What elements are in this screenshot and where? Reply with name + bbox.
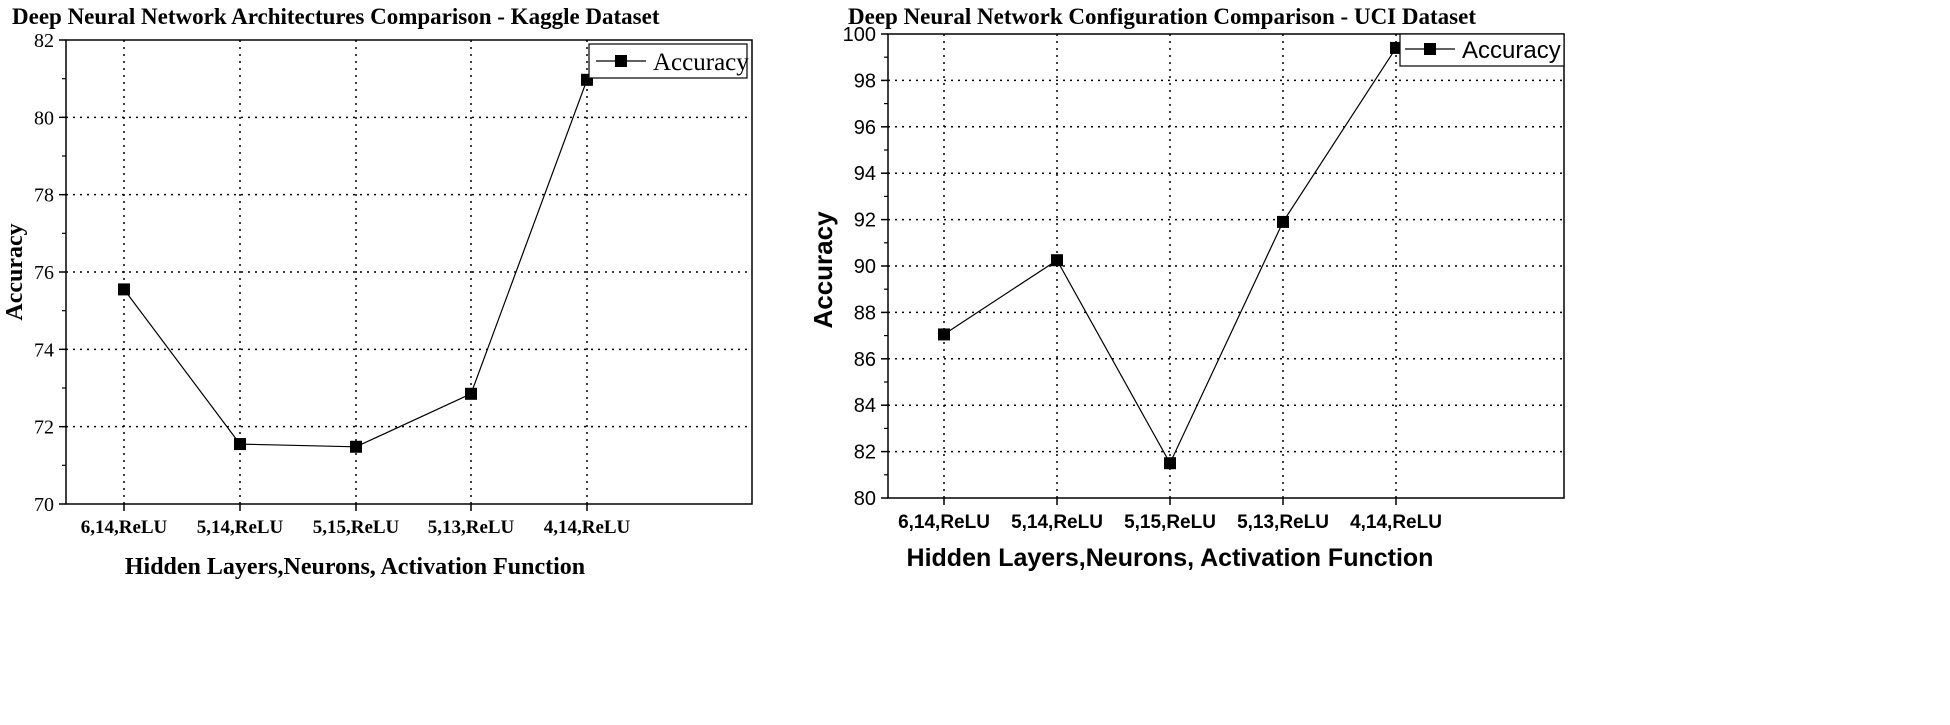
kaggle-data-point bbox=[234, 438, 246, 451]
kaggle-y-tick-label: 74 bbox=[34, 339, 54, 361]
uci-y-tick-label: 82 bbox=[854, 442, 876, 464]
kaggle-legend: Accuracy bbox=[588, 43, 749, 79]
kaggle-x-axis-label: Hidden Layers,Neurons, Activation Functi… bbox=[125, 554, 585, 580]
uci-y-tick-label: 98 bbox=[854, 70, 876, 92]
uci-axes: 80 82 84 86 88 90 92 94 96 98 100 6,14,ReLU 5,14,ReL… bbox=[843, 24, 1442, 533]
uci-markers bbox=[938, 41, 1402, 470]
kaggle-axes: 70 72 74 76 78 80 82 6,14,ReLU 5,14,ReLU 5,15,ReL… bbox=[34, 30, 631, 538]
uci-y-tick-label: 96 bbox=[854, 117, 876, 139]
uci-legend-label: Accuracy bbox=[1462, 37, 1561, 64]
kaggle-legend-label: Accuracy bbox=[653, 49, 749, 76]
uci-y-tick-label: 84 bbox=[854, 395, 876, 417]
uci-y-tick-label: 90 bbox=[854, 256, 876, 278]
uci-y-tick-label: 80 bbox=[854, 488, 876, 510]
uci-data-point bbox=[1390, 41, 1402, 54]
uci-legend-marker bbox=[1424, 43, 1436, 55]
uci-y-tick-label: 86 bbox=[854, 349, 876, 371]
uci-x-tick-label: 5,14,ReLU bbox=[1011, 512, 1103, 533]
kaggle-legend-marker bbox=[615, 55, 627, 67]
kaggle-y-tick-label: 76 bbox=[34, 262, 54, 284]
uci-y-tick-label: 100 bbox=[843, 24, 876, 46]
uci-data-point bbox=[1164, 457, 1176, 470]
uci-x-tick-label: 5,15,ReLU bbox=[1124, 512, 1216, 533]
kaggle-x-tick-label: 5,15,ReLU bbox=[313, 517, 400, 538]
kaggle-chart: Deep Neural Network Architectures Compar… bbox=[2, 4, 753, 580]
kaggle-data-point bbox=[350, 440, 362, 453]
uci-y-axis-label: Accuracy bbox=[808, 211, 838, 329]
uci-y-tick-label: 94 bbox=[854, 163, 876, 185]
kaggle-y-tick-label: 70 bbox=[34, 494, 54, 516]
uci-x-tick-label: 6,14,ReLU bbox=[898, 512, 990, 533]
kaggle-x-tick-label: 5,13,ReLU bbox=[428, 517, 515, 538]
uci-chart-title: Deep Neural Network Configuration Compar… bbox=[848, 4, 1476, 29]
kaggle-x-tick-label: 5,14,ReLU bbox=[197, 517, 284, 538]
kaggle-y-axis-label: Accuracy bbox=[2, 223, 28, 320]
uci-data-point bbox=[938, 328, 950, 341]
uci-legend: Accuracy bbox=[1399, 33, 1565, 67]
uci-chart: Deep Neural Network Configuration Compar… bbox=[808, 4, 1565, 572]
kaggle-data-point bbox=[118, 283, 130, 296]
uci-x-axis-label: Hidden Layers,Neurons, Activation Functi… bbox=[907, 544, 1434, 572]
kaggle-grid bbox=[66, 40, 752, 504]
kaggle-x-tick-label: 4,14,ReLU bbox=[544, 517, 631, 538]
kaggle-x-tick-label: 6,14,ReLU bbox=[81, 517, 168, 538]
kaggle-y-tick-label: 80 bbox=[34, 107, 54, 129]
uci-data-point bbox=[1051, 254, 1063, 267]
kaggle-chart-title: Deep Neural Network Architectures Compar… bbox=[12, 4, 660, 29]
uci-y-tick-label: 92 bbox=[854, 210, 876, 232]
kaggle-markers bbox=[118, 73, 593, 453]
uci-x-tick-label: 4,14,ReLU bbox=[1350, 512, 1442, 533]
uci-data-point bbox=[1277, 215, 1289, 228]
uci-accuracy-line bbox=[943, 47, 1397, 465]
kaggle-y-tick-label: 78 bbox=[34, 185, 54, 207]
kaggle-y-tick-label: 82 bbox=[34, 30, 54, 52]
uci-grid bbox=[888, 34, 1564, 498]
kaggle-y-tick-label: 72 bbox=[34, 417, 54, 439]
uci-y-tick-label: 88 bbox=[854, 302, 876, 324]
uci-x-tick-label: 5,13,ReLU bbox=[1237, 512, 1329, 533]
kaggle-data-point bbox=[465, 387, 477, 400]
